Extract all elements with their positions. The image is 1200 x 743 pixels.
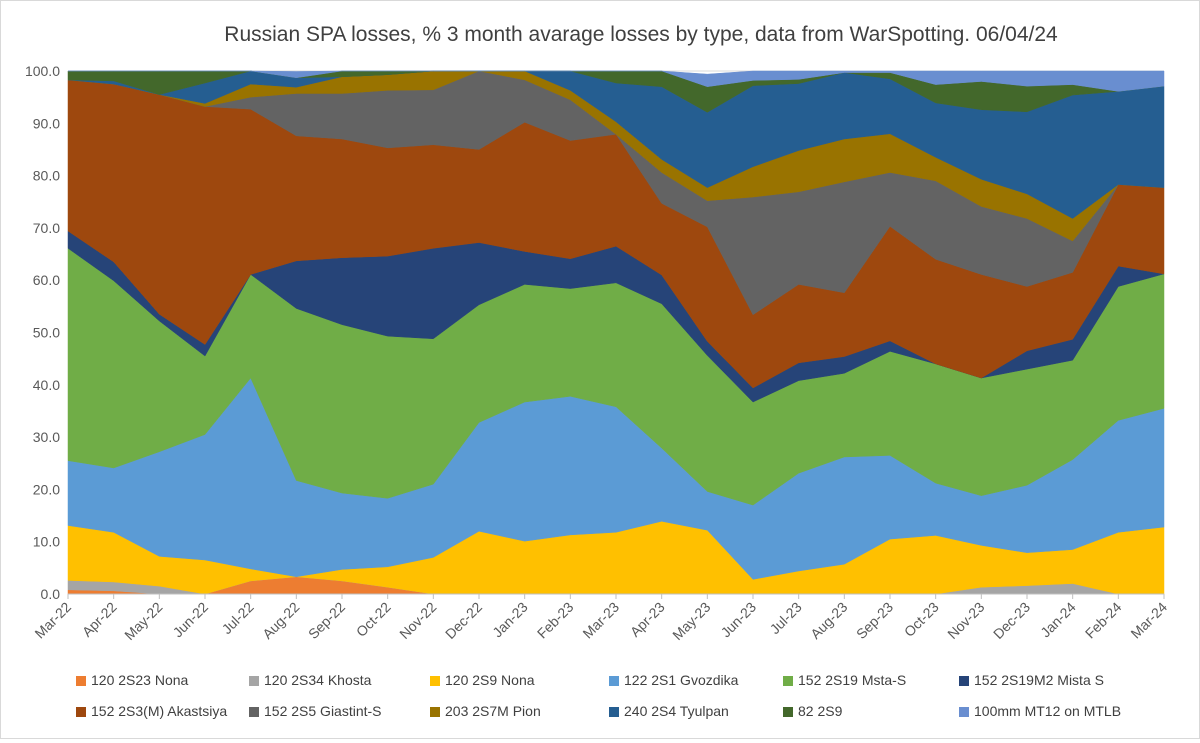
- y-tick-label: 70.0: [33, 220, 60, 236]
- legend-entry: 120 2S9 Nona: [430, 672, 535, 688]
- x-tick-label: Feb-23: [534, 599, 577, 642]
- legend-swatch: [430, 676, 440, 686]
- x-tick-label: Nov-22: [396, 599, 439, 642]
- legend-entry: 203 2S7M Pion: [430, 703, 541, 719]
- legend-swatch: [76, 707, 86, 717]
- x-tick-label: Mar-23: [579, 599, 622, 642]
- legend-swatch: [430, 707, 440, 717]
- legend-swatch: [959, 676, 969, 686]
- legend-entry: 122 2S1 Gvozdika: [609, 672, 739, 688]
- legend-label: 82 2S9: [798, 703, 843, 719]
- x-tick-label: Oct-22: [353, 599, 394, 640]
- y-tick-label: 50.0: [33, 325, 60, 341]
- legend-entry: 152 2S19 Msta-S: [783, 672, 906, 688]
- x-tick-label: Dec-22: [442, 599, 485, 642]
- legend-swatch: [609, 707, 619, 717]
- legend-label: 240 2S4 Tyulpan: [624, 703, 729, 719]
- x-tick-label: Dec-23: [990, 599, 1033, 642]
- x-tick-label: Mar-22: [31, 599, 74, 642]
- x-tick-label: Aug-23: [807, 599, 850, 642]
- y-tick-label: 30.0: [33, 429, 60, 445]
- x-tick-label: Feb-24: [1082, 599, 1125, 642]
- legend-entry: 82 2S9: [783, 703, 843, 719]
- legend-entry: 100mm MT12 on MTLB: [959, 703, 1121, 719]
- legend-label: 152 2S19 Msta-S: [798, 672, 906, 688]
- legend-label: 100mm MT12 on MTLB: [974, 703, 1121, 719]
- area-100mm-mt12-on-mtlb: [68, 70, 1165, 92]
- y-tick-label: 20.0: [33, 481, 60, 497]
- x-tick-label: Jan-23: [489, 599, 531, 641]
- legend-swatch: [609, 676, 619, 686]
- x-tick-label: Jul-22: [219, 599, 257, 637]
- y-tick-label: 80.0: [33, 168, 60, 184]
- legend-swatch: [249, 676, 259, 686]
- x-tick-label: Nov-23: [944, 599, 987, 642]
- legend-label: 152 2S3(M) Akastsiya: [91, 703, 227, 719]
- y-tick-label: 100.0: [25, 63, 60, 79]
- x-tick-label: Sep-23: [853, 599, 896, 642]
- y-tick-label: 60.0: [33, 272, 60, 288]
- x-tick-label: Sep-22: [305, 599, 348, 642]
- legend-label: 120 2S9 Nona: [445, 672, 535, 688]
- legend-label: 120 2S34 Khosta: [264, 672, 372, 688]
- legend-entry: 152 2S5 Giastint-S: [249, 703, 382, 719]
- legend-entry: 152 2S3(M) Akastsiya: [76, 703, 227, 719]
- x-tick-label: Aug-22: [259, 599, 302, 642]
- y-tick-label: 0.0: [41, 586, 61, 602]
- x-tick-label: Jun-23: [718, 599, 760, 641]
- y-tick-label: 90.0: [33, 115, 60, 131]
- legend-entry: 240 2S4 Tyulpan: [609, 703, 729, 719]
- x-tick-label: Oct-23: [901, 599, 942, 640]
- legend-entry: 120 2S23 Nona: [76, 672, 189, 688]
- x-tick-label: Mar-24: [1127, 599, 1170, 642]
- legend-label: 152 2S19M2 Mista S: [974, 672, 1104, 688]
- x-tick-label: Jun-22: [170, 599, 212, 641]
- legend-label: 203 2S7M Pion: [445, 703, 541, 719]
- legend-label: 120 2S23 Nona: [91, 672, 189, 688]
- y-tick-label: 10.0: [33, 534, 60, 550]
- legend-swatch: [783, 707, 793, 717]
- legend-swatch: [249, 707, 259, 717]
- x-tick-label: Apr-23: [627, 599, 668, 640]
- x-tick-label: May-23: [669, 599, 713, 643]
- legend-swatch: [959, 707, 969, 717]
- legend-entry: 152 2S19M2 Mista S: [959, 672, 1104, 688]
- x-tick-label: Apr-22: [79, 599, 120, 640]
- x-tick-label: Jul-23: [767, 599, 805, 637]
- legend-swatch: [783, 676, 793, 686]
- legend-swatch: [76, 676, 86, 686]
- x-tick-label: Jan-24: [1037, 599, 1079, 641]
- legend: 120 2S23 Nona 120 2S34 Khosta 120 2S9 Nona…: [76, 672, 1121, 719]
- y-tick-label: 40.0: [33, 377, 60, 393]
- chart-title: Russian SPA losses, % 3 month avarage lo…: [224, 23, 1058, 46]
- legend-label: 152 2S5 Giastint-S: [264, 703, 382, 719]
- x-tick-label: May-22: [121, 599, 165, 643]
- legend-label: 122 2S1 Gvozdika: [624, 672, 739, 688]
- legend-entry: 120 2S34 Khosta: [249, 672, 372, 688]
- series-areas: [67, 70, 1165, 595]
